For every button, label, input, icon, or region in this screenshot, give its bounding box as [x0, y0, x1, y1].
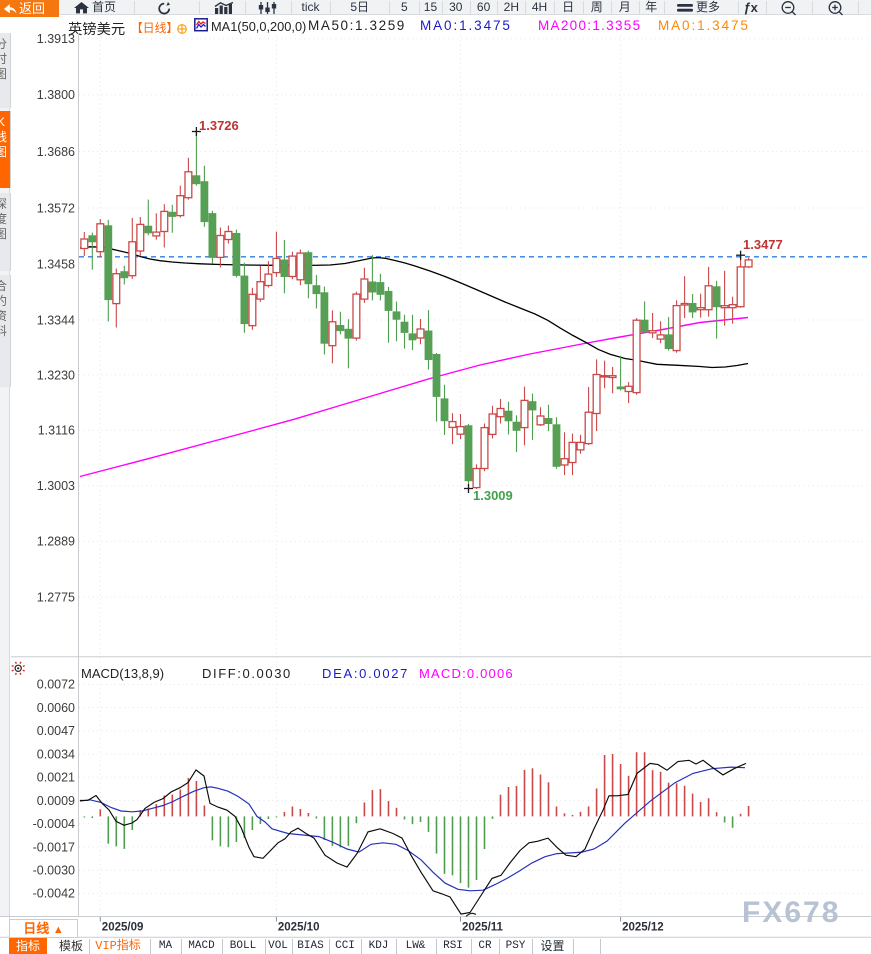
svg-text:1.3477: 1.3477	[743, 237, 783, 252]
svg-text:1.3726: 1.3726	[199, 118, 239, 133]
svg-text:0.0060: 0.0060	[37, 701, 75, 715]
svg-text:1.3344: 1.3344	[37, 313, 75, 327]
svg-text:1.3800: 1.3800	[37, 88, 75, 102]
svg-text:0.0047: 0.0047	[37, 724, 75, 738]
svg-text:-0.0017: -0.0017	[33, 840, 75, 854]
svg-text:2025/11: 2025/11	[462, 922, 504, 934]
svg-text:0.0009: 0.0009	[37, 794, 75, 808]
svg-text:FX678: FX678	[742, 896, 840, 929]
svg-text:1.2775: 1.2775	[37, 590, 75, 604]
svg-text:0.0072: 0.0072	[37, 678, 75, 692]
svg-text:-0.0030: -0.0030	[33, 864, 75, 878]
svg-text:1.3458: 1.3458	[37, 257, 75, 271]
svg-text:1.3009: 1.3009	[473, 488, 513, 503]
svg-text:0.0034: 0.0034	[37, 747, 75, 761]
svg-text:0.0021: 0.0021	[37, 771, 75, 785]
svg-text:1.3572: 1.3572	[37, 201, 75, 215]
svg-text:1.3686: 1.3686	[37, 145, 75, 159]
svg-text:1.3003: 1.3003	[37, 479, 75, 493]
svg-text:1.3230: 1.3230	[37, 368, 75, 382]
svg-text:1.2889: 1.2889	[37, 535, 75, 549]
svg-text:1.3116: 1.3116	[38, 424, 75, 438]
svg-text:2025/12: 2025/12	[622, 922, 664, 934]
svg-text:-0.0042: -0.0042	[33, 887, 75, 901]
svg-text:2025/10: 2025/10	[278, 922, 320, 934]
svg-text:-0.0004: -0.0004	[33, 817, 75, 831]
svg-text:2025/09: 2025/09	[102, 922, 144, 934]
svg-text:1.3913: 1.3913	[37, 32, 75, 46]
